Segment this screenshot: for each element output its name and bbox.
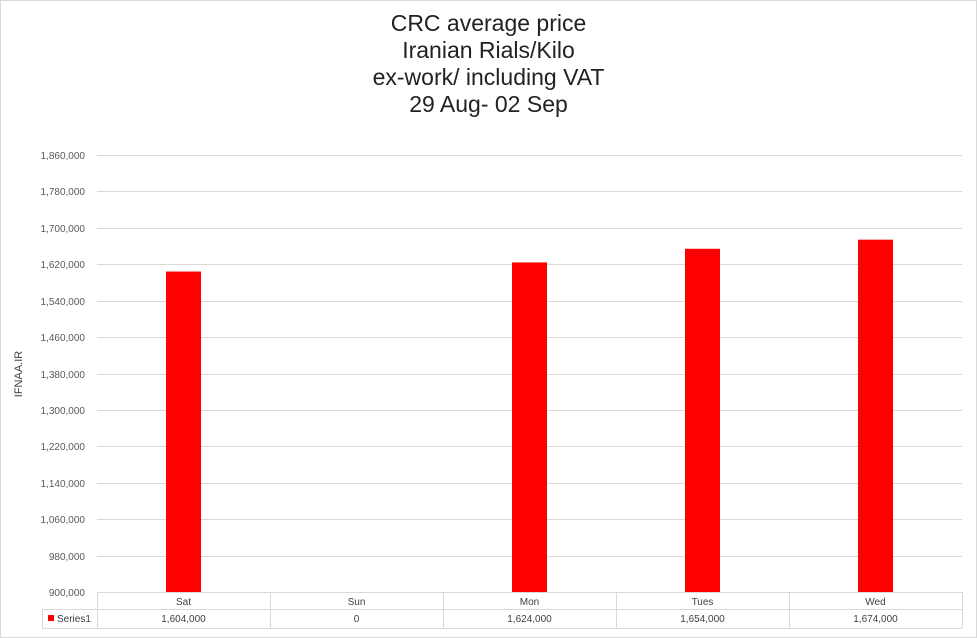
y-tick-label: 1,380,000 xyxy=(41,370,86,381)
y-tick-label: 980,000 xyxy=(49,552,86,563)
bar xyxy=(858,239,893,592)
y-tick-label: 1,140,000 xyxy=(41,479,86,490)
bar xyxy=(166,271,201,592)
x-category-label: Wed xyxy=(865,597,885,608)
y-tick-label: 900,000 xyxy=(49,588,86,599)
data-label: 0 xyxy=(354,614,360,625)
bars xyxy=(166,239,893,592)
chart-title-line: ex-work/ including VAT xyxy=(372,64,605,90)
data-label: 1,654,000 xyxy=(680,614,725,625)
data-label: 1,674,000 xyxy=(853,614,898,625)
y-tick-label: 1,620,000 xyxy=(41,260,86,271)
data-label: 1,624,000 xyxy=(507,614,552,625)
x-category-label: Mon xyxy=(520,597,539,608)
y-tick-label: 1,860,000 xyxy=(41,151,86,162)
y-axis-ticks: 900,000 980,000 1,060,000 1,140,000 1,220,00… xyxy=(41,151,86,599)
chart-title-line: 29 Aug- 02 Sep xyxy=(409,91,568,117)
x-category-label: Sat xyxy=(176,597,191,608)
bar xyxy=(685,248,720,592)
x-category-label: Sun xyxy=(348,597,366,608)
bar xyxy=(512,262,547,592)
chart-title: CRC average price Iranian Rials/Kilo ex-… xyxy=(0,10,977,118)
y-tick-label: 1,780,000 xyxy=(41,187,86,198)
y-tick-label: 1,060,000 xyxy=(41,515,86,526)
legend-key xyxy=(48,615,54,621)
y-tick-label: 1,300,000 xyxy=(41,406,86,417)
data-label: 1,604,000 xyxy=(161,614,206,625)
y-tick-label: 1,700,000 xyxy=(41,224,86,235)
legend-label: Series1 xyxy=(57,614,91,625)
chart-title-line: CRC average price xyxy=(390,10,587,36)
chart-title-line: Iranian Rials/Kilo xyxy=(402,37,575,63)
y-tick-label: 1,540,000 xyxy=(41,297,86,308)
y-tick-label: 1,220,000 xyxy=(41,442,86,453)
y-tick-label: 1,460,000 xyxy=(41,333,86,344)
x-category-label: Tues xyxy=(692,597,714,608)
data-table: Sat Sun Mon Tues Wed Series1 1,604,000 0 1,624,0… xyxy=(42,592,963,629)
